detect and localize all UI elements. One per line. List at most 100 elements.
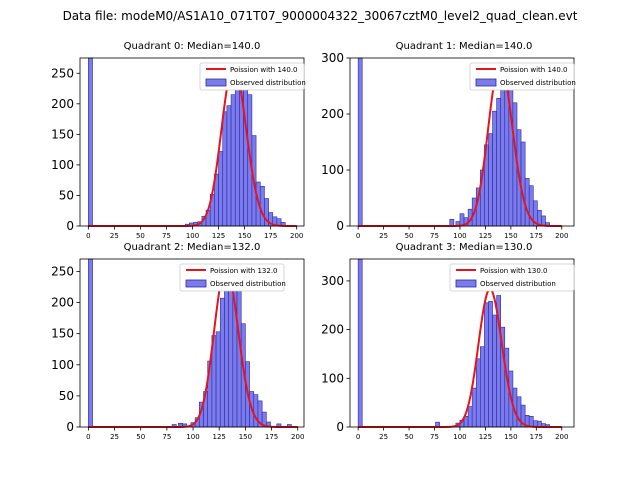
quadrant-1-bar bbox=[520, 141, 526, 227]
quadrant-3-xtick-label: 150 bbox=[504, 433, 517, 441]
quadrant-2-title: Quadrant 2: Median=132.0 bbox=[124, 242, 261, 253]
quadrant-3-bar bbox=[467, 406, 473, 428]
quadrant-2-xtick-label: 150 bbox=[239, 433, 252, 441]
quadrant-3-panel: Quadrant 3: Median=130.0 0 100 200 300 0 25 50… bbox=[321, 242, 575, 441]
quadrant-0-legend-observed-label: Observed distribution bbox=[230, 79, 306, 87]
quadrant-1-xtick-label: 100 bbox=[453, 232, 466, 240]
quadrant-0-ytick-label: 250 bbox=[51, 66, 74, 80]
quadrant-3-legend bbox=[449, 263, 575, 292]
quadrant-3-ytick-label: 300 bbox=[321, 274, 344, 288]
quadrant-3-legend-poisson-label: Poission with 130.0 bbox=[480, 267, 548, 275]
quadrant-0-ytick-label: 200 bbox=[51, 97, 74, 111]
quadrant-2-xtick-label: 75 bbox=[162, 433, 171, 441]
quadrant-1-ytick-label: 200 bbox=[321, 107, 344, 121]
quadrant-0-bar bbox=[218, 151, 224, 227]
quadrant-0-title: Quadrant 0: Median=140.0 bbox=[124, 41, 261, 52]
quadrant-3-xtick-label: 75 bbox=[430, 433, 439, 441]
quadrant-0-bar bbox=[226, 105, 232, 227]
quadrant-1-bar bbox=[524, 178, 530, 227]
quadrant-1-bar bbox=[508, 67, 514, 227]
quadrant-0-bar bbox=[230, 94, 236, 227]
quadrant-3-bar bbox=[492, 314, 497, 428]
quadrant-0-xtick-label: 0 bbox=[86, 232, 90, 240]
quadrant-1-xtick-label: 75 bbox=[430, 232, 439, 240]
quadrant-2-legend-observed-label: Observed distribution bbox=[210, 280, 286, 288]
quadrant-1-axes-frame bbox=[349, 57, 575, 227]
quadrant-2-bar bbox=[88, 258, 93, 428]
quadrant-0-bar bbox=[88, 57, 93, 227]
quadrant-2-bar bbox=[228, 274, 234, 428]
quadrant-2-xtick-label: 25 bbox=[110, 433, 119, 441]
quadrant-0-xtick-label: 75 bbox=[162, 232, 171, 240]
quadrant-0-axes-frame bbox=[79, 57, 305, 227]
quadrant-0-ytick-label: 50 bbox=[59, 188, 74, 202]
quadrant-0-xtick-label: 50 bbox=[136, 232, 145, 240]
quadrant-2-ytick-label: 100 bbox=[51, 358, 74, 372]
quadrant-2-ytick-label: 150 bbox=[51, 327, 74, 341]
quadrant-2-ytick-label: 200 bbox=[51, 296, 74, 310]
quadrant-3-xtick-label: 0 bbox=[356, 433, 360, 441]
quadrant-2-bar bbox=[253, 394, 259, 428]
quadrant-0-xtick-label: 200 bbox=[290, 232, 303, 240]
quadrant-2-ytick-label: 0 bbox=[66, 420, 74, 434]
quadrant-1-ytick-label: 300 bbox=[321, 51, 344, 65]
quadrant-2-ytick-label: 250 bbox=[51, 264, 74, 278]
quadrant-1-panel: Quadrant 1: Median=140.0 0 100 200 300 0 25 50… bbox=[321, 41, 576, 240]
quadrant-0-ytick-label: 0 bbox=[66, 219, 74, 233]
quadrant-1-bar bbox=[357, 57, 363, 227]
quadrant-0-xtick-label: 125 bbox=[212, 232, 225, 240]
quadrant-1-legend-observed-label: Observed distribution bbox=[500, 79, 576, 87]
quadrant-1-xtick-label: 200 bbox=[555, 232, 568, 240]
quadrant-1-xtick-label: 150 bbox=[504, 232, 517, 240]
quadrant-1-xtick-label: 25 bbox=[379, 232, 388, 240]
quadrant-0-bar bbox=[222, 111, 228, 227]
quadrant-0-bar bbox=[234, 68, 240, 227]
quadrant-2-legend-poisson-label: Poission with 132.0 bbox=[210, 267, 278, 275]
quadrant-3-bar bbox=[488, 301, 493, 428]
quadrant-1-xtick-label: 0 bbox=[356, 232, 360, 240]
quadrant-0-legend-poisson-label: Poission with 140.0 bbox=[230, 66, 298, 74]
quadrant-2-axes-frame bbox=[79, 258, 305, 428]
quadrant-1-xtick-label: 50 bbox=[405, 232, 414, 240]
quadrant-3-xtick-label: 200 bbox=[555, 433, 568, 441]
quadrant-2-xtick-label: 200 bbox=[291, 433, 304, 441]
quadrant-1-ytick-label: 100 bbox=[321, 163, 344, 177]
quadrant-2-ytick-label: 50 bbox=[59, 389, 74, 403]
quadrant-2-bar bbox=[219, 297, 225, 428]
quadrant-2-xtick-label: 50 bbox=[136, 433, 145, 441]
quadrant-0-plot: 0 50 100 150 200 250 0 25 50 75 100 125 150 175 200 bbox=[51, 57, 305, 240]
quadrant-1-xtick-label: 175 bbox=[530, 232, 543, 240]
quadrant-2-xtick-label: 0 bbox=[86, 433, 90, 441]
quadrant-2-xtick-label: 100 bbox=[186, 433, 199, 441]
quadrant-2-bar bbox=[236, 289, 242, 428]
quadrant-0-xtick-label: 100 bbox=[186, 232, 199, 240]
quadrant-0-panel: Quadrant 0: Median=140.0 050100150200250… bbox=[51, 41, 306, 240]
quadrant-0-xtick-label: 175 bbox=[264, 232, 277, 240]
quadrant-3-bar bbox=[475, 358, 481, 428]
quadrant-3-xtick-label: 25 bbox=[379, 433, 388, 441]
quadrant-3-bar bbox=[484, 302, 489, 428]
quadrant-3-legend-observed-swatch bbox=[455, 279, 477, 288]
quadrant-0-bar bbox=[259, 185, 265, 227]
quadrant-2-bar bbox=[224, 286, 229, 428]
quadrant-3-ytick-label: 100 bbox=[321, 371, 344, 385]
quadrant-0-xtick-label: 150 bbox=[238, 232, 251, 240]
quadrant-3-xtick-label: 100 bbox=[453, 433, 466, 441]
quadrant-3-legend-observed-label: Observed distribution bbox=[480, 280, 556, 288]
quadrant-1-legend-poisson-label: Poission with 140.0 bbox=[500, 66, 568, 74]
quadrant-3-ytick-label: 0 bbox=[336, 420, 344, 434]
quadrant-3-bar bbox=[471, 387, 477, 428]
quadrant-3-title: Quadrant 3: Median=130.0 bbox=[396, 242, 533, 253]
quadrant-1-bar bbox=[492, 110, 497, 227]
quadrant-0-xtick-label: 25 bbox=[110, 232, 119, 240]
quadrant-2-bar bbox=[215, 331, 221, 428]
quadrant-2-xtick-label: 125 bbox=[213, 433, 226, 441]
quadrant-1-plot: 0 100 200 300 0 25 50 75 100 125 150 175 200 bbox=[321, 51, 575, 240]
quadrant-1-xtick-label: 125 bbox=[479, 232, 492, 240]
quadrant-3-xtick-label: 175 bbox=[530, 433, 543, 441]
quadrant-1-bar bbox=[488, 133, 493, 227]
quadrant-3-ytick-label: 200 bbox=[321, 323, 344, 337]
quadrant-3-bar bbox=[357, 258, 363, 428]
quadrant-3-xtick-label: 125 bbox=[479, 433, 492, 441]
quadrant-2-panel: Quadrant 2: Median=132.0 050100150200250… bbox=[51, 242, 304, 441]
